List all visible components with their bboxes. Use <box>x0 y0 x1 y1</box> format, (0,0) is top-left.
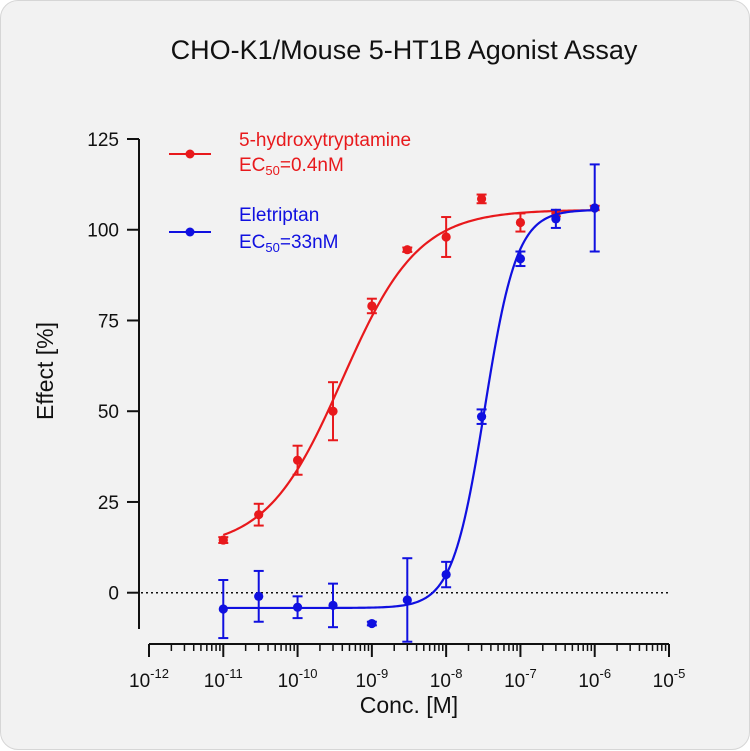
legend: 5-hydroxytryptamine EC50=0.4nM Eletripta… <box>169 130 411 255</box>
x-tick-label: 10-6 <box>578 666 611 692</box>
data-point-eletriptan <box>218 604 228 614</box>
y-tick-label: 100 <box>87 221 119 242</box>
data-point-eletriptan <box>367 618 377 629</box>
x-tick-label: 10-11 <box>204 666 243 692</box>
data-point-eletriptan <box>441 569 451 580</box>
data-point-5ht <box>254 510 264 520</box>
y-tick-label: 25 <box>98 493 119 514</box>
legend-item-eletriptan: Eletriptan EC50=33nM <box>169 205 339 255</box>
chart-title: CHO-K1/Mouse 5-HT1B Agonist Assay <box>171 35 638 65</box>
data-point-eletriptan <box>254 591 264 601</box>
data-point-5ht <box>367 301 377 311</box>
x-tick-label: 10-5 <box>653 666 686 692</box>
y-axis-label: Effect [%] <box>32 322 58 420</box>
data-point-5ht <box>476 194 487 204</box>
data-point-5ht <box>292 455 303 465</box>
legend-marker-5ht <box>185 149 195 159</box>
legend-ec50-eletriptan: EC50=33nM <box>239 232 339 255</box>
data-point-5ht <box>441 232 451 242</box>
y-tick-label: 0 <box>108 584 119 605</box>
data-point-eletriptan <box>292 602 303 612</box>
x-tick-label: 10-10 <box>278 666 318 692</box>
fit-curve-eletriptan <box>223 209 595 610</box>
legend-label-5ht: 5-hydroxytryptamine <box>239 130 411 151</box>
data-point-eletriptan <box>515 254 526 264</box>
legend-item-5ht: 5-hydroxytryptamine EC50=0.4nM <box>169 130 411 178</box>
x-tick-label: 10-9 <box>356 666 389 692</box>
data-point-eletriptan <box>590 203 600 213</box>
data-point-5ht <box>218 535 228 545</box>
data-point-5ht <box>328 406 338 416</box>
x-tick-label: 10-12 <box>129 666 169 692</box>
x-tick-label: 10-8 <box>430 666 463 692</box>
data-point-eletriptan <box>328 600 338 611</box>
y-tick-label: 75 <box>98 311 119 332</box>
y-tick-label: 50 <box>98 402 119 423</box>
x-tick-label: 10-7 <box>504 666 537 692</box>
plot-area <box>218 163 600 643</box>
data-point-5ht <box>515 217 526 228</box>
axes: 0 25 50 75 100 125 10-12 10-11 10-10 10-9 10-8 10-7… <box>87 130 685 692</box>
data-point-eletriptan <box>551 214 561 224</box>
fit-curve-5ht <box>222 209 595 537</box>
data-point-5ht <box>402 245 412 255</box>
x-axis-label: Conc. [M] <box>360 692 458 718</box>
legend-marker-eletriptan <box>185 227 195 237</box>
data-point-eletriptan <box>402 595 412 605</box>
y-tick-label: 125 <box>87 130 119 151</box>
legend-ec50-5ht: EC50=0.4nM <box>239 155 344 178</box>
data-point-eletriptan <box>476 412 487 422</box>
legend-label-eletriptan: Eletriptan <box>239 205 319 226</box>
